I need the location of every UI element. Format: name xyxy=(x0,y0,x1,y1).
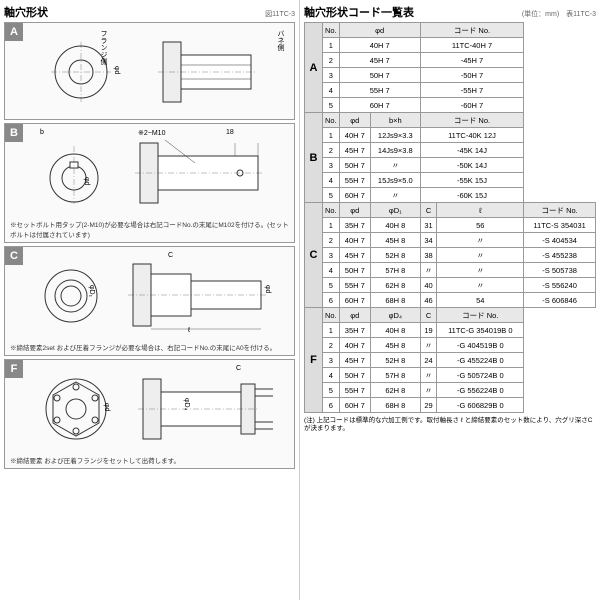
left-sub: 図11TC-3 xyxy=(265,9,295,19)
section-a: A フランジ側 バネ側 φd xyxy=(4,22,295,120)
label-phid-f: φd xyxy=(103,403,110,411)
label-l: ℓ xyxy=(188,327,190,334)
code-table: ANo.φdコード No.140H 711TC-40H 7245H 7-45H … xyxy=(304,22,596,413)
note-f: ※締結要素 および圧着フランジをセットして出荷します。 xyxy=(8,455,291,465)
footnote: (注) 上記コードは標準的な穴加工例です。取付軸長さ ℓ と締結要素のセット数に… xyxy=(304,417,596,434)
label-flange: フランジ側 xyxy=(98,30,108,65)
left-title: 軸穴形状 xyxy=(4,4,48,20)
section-c: C C φD₁ φd ℓ ※締結要素2set および圧着フランジが必要な場合は、… xyxy=(4,246,295,356)
label-18: 18 xyxy=(226,129,234,136)
diagram-b-circle xyxy=(44,138,104,208)
diagram-f-hex xyxy=(41,374,111,444)
label-phid-a: φd xyxy=(113,66,120,74)
diagram-a-side xyxy=(158,37,268,107)
right-panel: 軸穴形状コード一覧表 (単位：mm) 表11TC-3 ANo.φdコード No.… xyxy=(300,0,600,600)
section-b: B b ※2−M10 18 φd ※セットボルト用タップ(2-M10) xyxy=(4,123,295,243)
diagram-b-side xyxy=(135,138,275,208)
right-unit: (単位：mm) xyxy=(522,11,559,18)
label-c-c: C xyxy=(168,252,173,259)
right-sub: 表11TC-3 xyxy=(566,11,596,18)
label-m10: ※2−M10 xyxy=(138,129,165,137)
note-b: ※セットボルト用タップ(2-M10)が必要な場合は右記コードNo.の末尾にM10… xyxy=(8,219,291,239)
label-phid1: φD₁ xyxy=(88,285,95,297)
label-phid-c: φd xyxy=(264,285,271,293)
diagram-c-side xyxy=(128,259,278,334)
section-f: F C φd xyxy=(4,359,295,469)
right-title: 軸穴形状コード一覧表 xyxy=(304,4,414,20)
label-f-c: C xyxy=(236,365,241,372)
left-panel: 軸穴形状 図11TC-3 A フランジ側 バネ側 φd B xyxy=(0,0,300,600)
label-b: b xyxy=(40,129,44,136)
note-c: ※締結要素2set および圧着フランジが必要な場合は、右記コードNo.の末尾にA… xyxy=(8,342,291,352)
diagram-f-side xyxy=(138,374,278,444)
label-phid-b: φd xyxy=(83,177,90,185)
label-phid4: φD₄ xyxy=(183,398,190,410)
label-spring: バネ側 xyxy=(275,30,285,51)
